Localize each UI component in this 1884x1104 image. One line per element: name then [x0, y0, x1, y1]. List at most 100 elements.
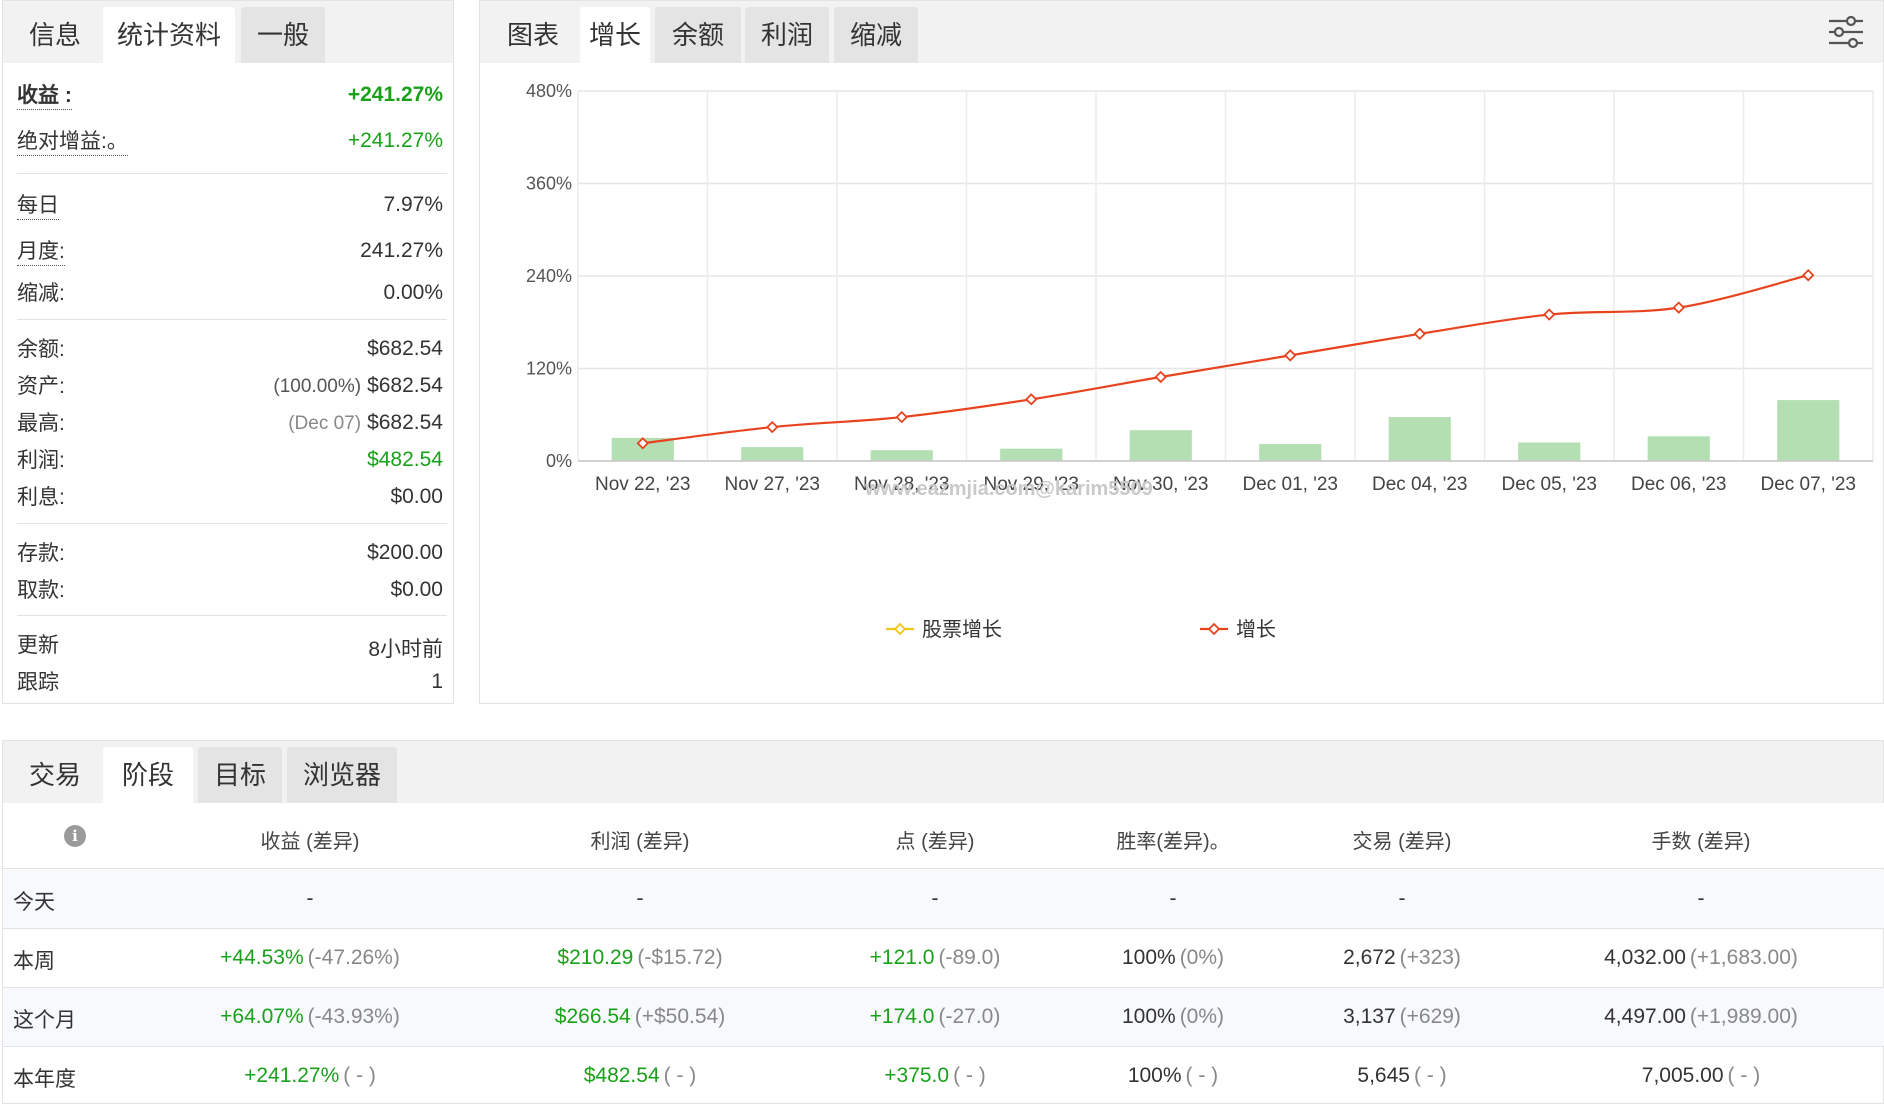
growth-point [1025, 393, 1038, 406]
table-cell: 7,005.00( - ) [1642, 1064, 1760, 1088]
table-row: 本年度 +241.27%( - ) $482.54( - ) +375.0( - ) 1… [3, 1047, 1884, 1104]
monthly-label[interactable]: 月度: [17, 235, 65, 266]
periods-panel: 交易 阶段 目标 浏览器 i 收益 (差异) 利润 (差异) 点 (差异) 胜率… [2, 740, 1884, 1104]
tab-info[interactable]: 信息 [28, 20, 81, 50]
stat-monthly: 月度: 241.27% [17, 235, 443, 271]
table-cell: - [932, 887, 939, 911]
updated-value: 8小时前 [368, 638, 443, 661]
cell-value: - [1697, 887, 1705, 910]
highest-date: (Dec 07) [288, 413, 362, 434]
legend-label: 增长 [1236, 618, 1276, 641]
cell-diff: (0%) [1179, 946, 1225, 969]
cell-value: 2,672 [1343, 946, 1396, 969]
stat-tracking: 跟踪 1 [17, 666, 443, 702]
growth-point [1154, 370, 1167, 384]
tab-goals[interactable]: 目标 [198, 747, 282, 803]
cell-diff: ( - ) [1413, 1064, 1447, 1087]
tab-statistics[interactable]: 统计资料 [103, 7, 235, 63]
balance-label: 余额: [17, 338, 65, 361]
tab-growth[interactable]: 增长 [580, 7, 650, 63]
highest-amount: $682.54 [367, 411, 443, 434]
stat-gain: 收益 : +241.27% [17, 79, 443, 115]
legend-marker [1207, 622, 1221, 636]
tab-periods[interactable]: 阶段 [103, 747, 193, 803]
table-cell: 100% (0%) [1122, 946, 1224, 970]
cell-value: 5,645 [1357, 1064, 1410, 1087]
row-label: 今天 [13, 891, 55, 914]
cell-diff: ( - ) [1185, 1064, 1219, 1087]
cell-diff: ( - ) [343, 1064, 376, 1087]
table-row: 这个月 +64.07% (-43.93%) $266.54 (+$50.54) +174.… [3, 988, 1884, 1047]
stats-tabbar: 信息 统计资料 一般 [3, 1, 453, 63]
periods-tabbar: 交易 阶段 目标 浏览器 [3, 741, 1883, 803]
header-gain: 收益 (差异) [260, 831, 360, 853]
table-cell: +241.27%( - ) [244, 1064, 376, 1088]
withdrawals-label: 取款: [17, 579, 65, 602]
table-cell: 5,645( - ) [1357, 1064, 1446, 1088]
tab-trades[interactable]: 交易 [28, 760, 81, 790]
bar [1000, 448, 1063, 461]
cell-diff: (-$15.72) [637, 946, 723, 969]
highest-value: (Dec 07) $682.54 [288, 411, 443, 435]
tab-profit[interactable]: 利润 [745, 7, 829, 63]
cell-value: 4,497.00 [1604, 1005, 1686, 1028]
header-pips: 点 (差异) [895, 831, 975, 853]
x-tick-label: Dec 01, '23 [1242, 474, 1338, 495]
table-cell: $482.54( - ) [584, 1064, 697, 1088]
cell-value: 100% [1121, 1005, 1176, 1028]
tab-balance[interactable]: 余额 [655, 7, 741, 63]
growth-point [895, 410, 908, 424]
settings-sliders-icon[interactable] [1827, 15, 1865, 49]
deposits-label: 存款: [17, 542, 65, 565]
tab-chart[interactable]: 图表 [506, 20, 559, 50]
highest-label: 最高: [17, 412, 65, 435]
profit-label: 利润: [17, 449, 65, 472]
gain-label[interactable]: 收益 : [17, 79, 72, 110]
growth-line [642, 274, 1809, 445]
deposits-value: $200.00 [367, 541, 443, 564]
interest-value: $0.00 [390, 485, 443, 508]
table-cell: 4,032.00 (+1,683.00) [1604, 946, 1798, 970]
cell-value: - [1169, 887, 1177, 910]
abs-gain-label[interactable]: 绝对增益:。 [17, 125, 128, 156]
table-cell: +64.07% (-43.93%) [220, 1005, 400, 1029]
equity-amount: $682.54 [367, 374, 443, 397]
gain-value: +241.27% [347, 83, 443, 106]
table-cell: +375.0( - ) [884, 1064, 985, 1088]
table-cell: +121.0 (-89.0) [870, 946, 1001, 970]
bar [1518, 442, 1581, 461]
cell-value: 4,032.00 [1604, 946, 1686, 969]
tab-browser[interactable]: 浏览器 [287, 747, 397, 803]
bar [1259, 444, 1322, 461]
cell-value: +64.07% [220, 1005, 304, 1028]
x-tick-label: Dec 04, '23 [1372, 474, 1468, 495]
info-icon[interactable]: i [64, 825, 86, 847]
table-header: i 收益 (差异) 利润 (差异) 点 (差异) 胜率(差异)。 交易 (差异)… [3, 803, 1884, 869]
stat-deposits: 存款: $200.00 [17, 537, 443, 573]
bar [1388, 417, 1451, 461]
cell-diff: (+$50.54) [634, 1005, 726, 1028]
tab-general[interactable]: 一般 [241, 7, 325, 63]
table-cell: - [1170, 887, 1177, 911]
table-cell: 3,137 (+629) [1343, 1005, 1461, 1029]
x-tick-label: Nov 30, '23 [1113, 474, 1209, 495]
legend-marker [893, 622, 907, 636]
table-cell: +44.53% (-47.26%) [220, 946, 400, 970]
table-cell: - [1698, 887, 1705, 911]
divider [17, 523, 447, 524]
x-tick-label: Nov 27, '23 [724, 474, 820, 495]
drawdown-value: 0.00% [383, 281, 443, 304]
table-cell: 100%( - ) [1128, 1064, 1218, 1088]
divider [17, 173, 447, 174]
chart-tabbar: 图表 增长 余额 利润 缩减 [480, 1, 1883, 63]
daily-label[interactable]: 每日 [17, 189, 59, 220]
cell-value: - [636, 887, 644, 910]
cell-diff: (-27.0) [938, 1005, 1001, 1028]
stats-panel: 信息 统计资料 一般 收益 : +241.27% 绝对增益:。 +241.27%… [2, 0, 454, 704]
bar [741, 447, 804, 461]
tab-drawdown[interactable]: 缩减 [834, 7, 918, 63]
cell-diff: ( - ) [1727, 1064, 1761, 1087]
stat-interest: 利息: $0.00 [17, 481, 443, 517]
y-tick-label: 0% [546, 451, 572, 471]
x-tick-label: Dec 05, '23 [1501, 474, 1597, 495]
